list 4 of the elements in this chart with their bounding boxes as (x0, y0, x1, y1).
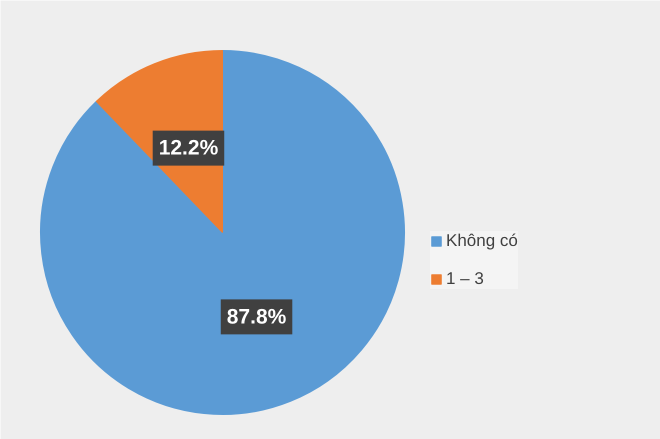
data-label: 12.2% (158, 136, 219, 160)
legend-label: Không có (446, 231, 518, 251)
data-label: 87.8% (226, 305, 287, 328)
legend-label: 1 – 3 (446, 269, 484, 289)
